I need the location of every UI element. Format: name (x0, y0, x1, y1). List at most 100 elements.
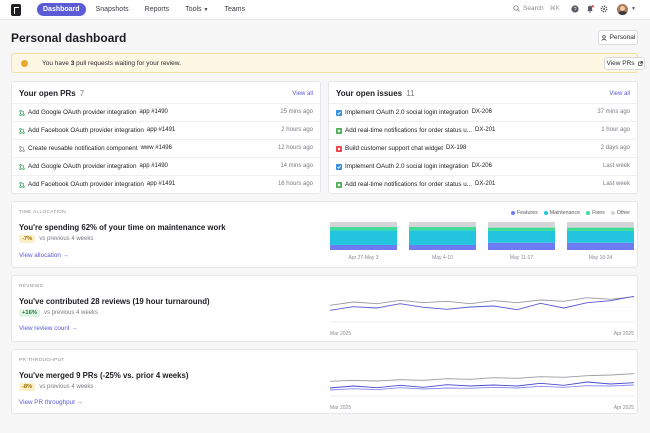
pr-title: Add Google OAuth provider integration (28, 109, 137, 116)
tab-teams[interactable]: Teams (224, 6, 246, 13)
open-prs-title-text: Your open PRs (19, 89, 76, 98)
x-tick-label: Apr 27-May 3 (348, 255, 378, 261)
view-pr-throughput-link[interactable]: View PR throughput → (19, 399, 83, 406)
tab-tools[interactable]: Tools ▼ (179, 3, 214, 16)
pr-time: 25 mins ago (280, 109, 313, 115)
tab-tools-label: Tools (185, 6, 202, 13)
bug-icon (336, 146, 342, 152)
issue-time: 2 days ago (600, 145, 630, 151)
pr-row[interactable]: Add Facebook OAuth provider integration a… (12, 121, 320, 139)
pr-row[interactable]: Add Google OAuth provider integration app… (12, 157, 320, 175)
x-tick-label: May 18-24 (589, 255, 613, 261)
task-icon (336, 110, 342, 116)
series-line-2 (330, 295, 634, 311)
help-icon[interactable]: ? (571, 5, 579, 13)
bar-segment-other (567, 222, 634, 228)
pr-title: Create reusable notification component (28, 145, 138, 152)
review-banner: You have 3 pull requests waiting for you… (11, 53, 645, 73)
time-allocation-section: TIME ALLOCATION You're spending 62% of y… (11, 201, 638, 268)
account-chevron-down-icon[interactable]: ▼ (631, 6, 636, 12)
pr-meta: app #1491 (146, 127, 176, 133)
issue-title: Implement OAuth 2.0 social login integra… (345, 163, 469, 170)
pr-time: 2 hours ago (281, 127, 313, 133)
issue-title: Add real-time notifications for order st… (345, 181, 473, 188)
view-allocation-link[interactable]: View allocation → (19, 252, 69, 259)
page-title: Personal dashboard (11, 31, 127, 45)
open-issues-view-all-link[interactable]: View all (609, 91, 630, 97)
pr-throughput-delta: -8% vs previous 4 weeks (19, 383, 93, 391)
open-prs-view-all-link[interactable]: View all (292, 91, 313, 97)
open-issues-title: Your open issues 11 (336, 89, 414, 98)
tab-dashboard[interactable]: Dashboard (37, 3, 86, 16)
delta-badge: +16% (19, 309, 40, 317)
user-icon (601, 34, 607, 41)
bell-icon[interactable] (586, 5, 594, 13)
open-issues-title-text: Your open issues (336, 89, 403, 98)
search-shortcut: ⌘K (549, 6, 560, 12)
external-link-icon (637, 61, 643, 66)
view-prs-button[interactable]: View PRs (604, 57, 645, 70)
issue-row[interactable]: Implement OAuth 2.0 social login integra… (329, 157, 637, 175)
issue-title: Implement OAuth 2.0 social login integra… (345, 109, 469, 116)
personal-scope-button[interactable]: Personal (598, 30, 638, 45)
bar-segment-features (488, 242, 555, 250)
issue-row[interactable]: Build customer support chat widget DX-198… (329, 139, 637, 157)
pr-draft-icon (19, 146, 25, 152)
pull-request-icon (19, 182, 25, 188)
pr-throughput-headline: You've merged 9 PRs (-25% vs. prior 4 we… (19, 371, 189, 380)
pr-row[interactable]: Add Google OAuth provider integration app… (12, 103, 320, 121)
svg-text:?: ? (573, 7, 576, 13)
app-logo[interactable] (11, 4, 21, 16)
legend-features: Features (510, 210, 538, 216)
legend-fixes: Fixes (586, 210, 605, 216)
pr-meta: www #1496 (140, 145, 172, 151)
tab-snapshots[interactable]: Snapshots (95, 6, 129, 13)
pr-title: Add Facebook OAuth provider integration (28, 127, 144, 134)
issue-row[interactable]: Implement OAuth 2.0 social login integra… (329, 103, 637, 121)
legend-features-swatch (510, 211, 515, 215)
issue-key: DX-198 (446, 145, 467, 151)
issue-title: Build customer support chat widget (345, 145, 444, 152)
tab-reports[interactable]: Reports (144, 6, 170, 13)
x-tick-label: Apr 2025 (614, 405, 634, 411)
issue-row[interactable]: Add real-time notifications for order st… (329, 175, 637, 193)
legend-other-label: Other (616, 210, 630, 216)
issue-row[interactable]: Add real-time notifications for order st… (329, 121, 637, 139)
gear-icon[interactable] (600, 5, 608, 13)
x-tick-label: Mar 2025 (330, 331, 351, 337)
x-tick-label: Mar 2025 (330, 405, 351, 411)
open-prs-card: Your open PRs 7 View all Add Google OAuth… (11, 81, 321, 194)
issue-key: DX-201 (475, 127, 496, 133)
search-button[interactable]: Search ⌘K (513, 5, 560, 12)
delta-text: vs previous 4 weeks (44, 310, 99, 316)
bar-segment-maintenance (488, 230, 555, 243)
issue-time: Last week (602, 181, 630, 187)
x-tick-label: May 4-10 (432, 255, 453, 261)
reviews-headline: You've contributed 28 reviews (19 hour t… (19, 297, 210, 306)
series-line-2 (330, 381, 634, 389)
x-tick-label: Apr 2025 (614, 331, 634, 337)
task-icon (336, 164, 342, 170)
pr-title: Add Facebook OAuth provider integration (28, 181, 144, 188)
legend-fixes-swatch (586, 211, 591, 215)
pr-title: Add Google OAuth provider integration (28, 163, 137, 170)
reviews-delta: +16% vs previous 4 weeks (19, 309, 98, 317)
time-allocation-delta: -7% vs previous 4 weeks (19, 235, 93, 243)
issue-time: Last week (602, 163, 630, 169)
reviews-label: REVIEWS (19, 284, 44, 289)
pull-request-icon (19, 128, 25, 134)
series-line-1 (330, 296, 634, 306)
personal-scope-label: Personal (609, 34, 636, 41)
bar-segment-fixes (409, 227, 476, 231)
pr-meta: app #1490 (139, 109, 168, 115)
issue-key: DX-206 (471, 109, 492, 115)
series-line-1 (330, 373, 634, 382)
pr-row[interactable]: Create reusable notification component ww… (12, 139, 320, 157)
avatar[interactable] (617, 4, 628, 15)
delta-text: vs previous 4 weeks (39, 236, 94, 242)
banner-text-prefix: You have (42, 60, 71, 67)
top-bar: Dashboard Snapshots Reports Tools ▼ Teams… (0, 0, 650, 20)
pr-row[interactable]: Add Facebook OAuth provider integration a… (12, 175, 320, 193)
view-review-count-link[interactable]: View review count → (19, 325, 78, 332)
bar-segment-features (567, 242, 634, 250)
